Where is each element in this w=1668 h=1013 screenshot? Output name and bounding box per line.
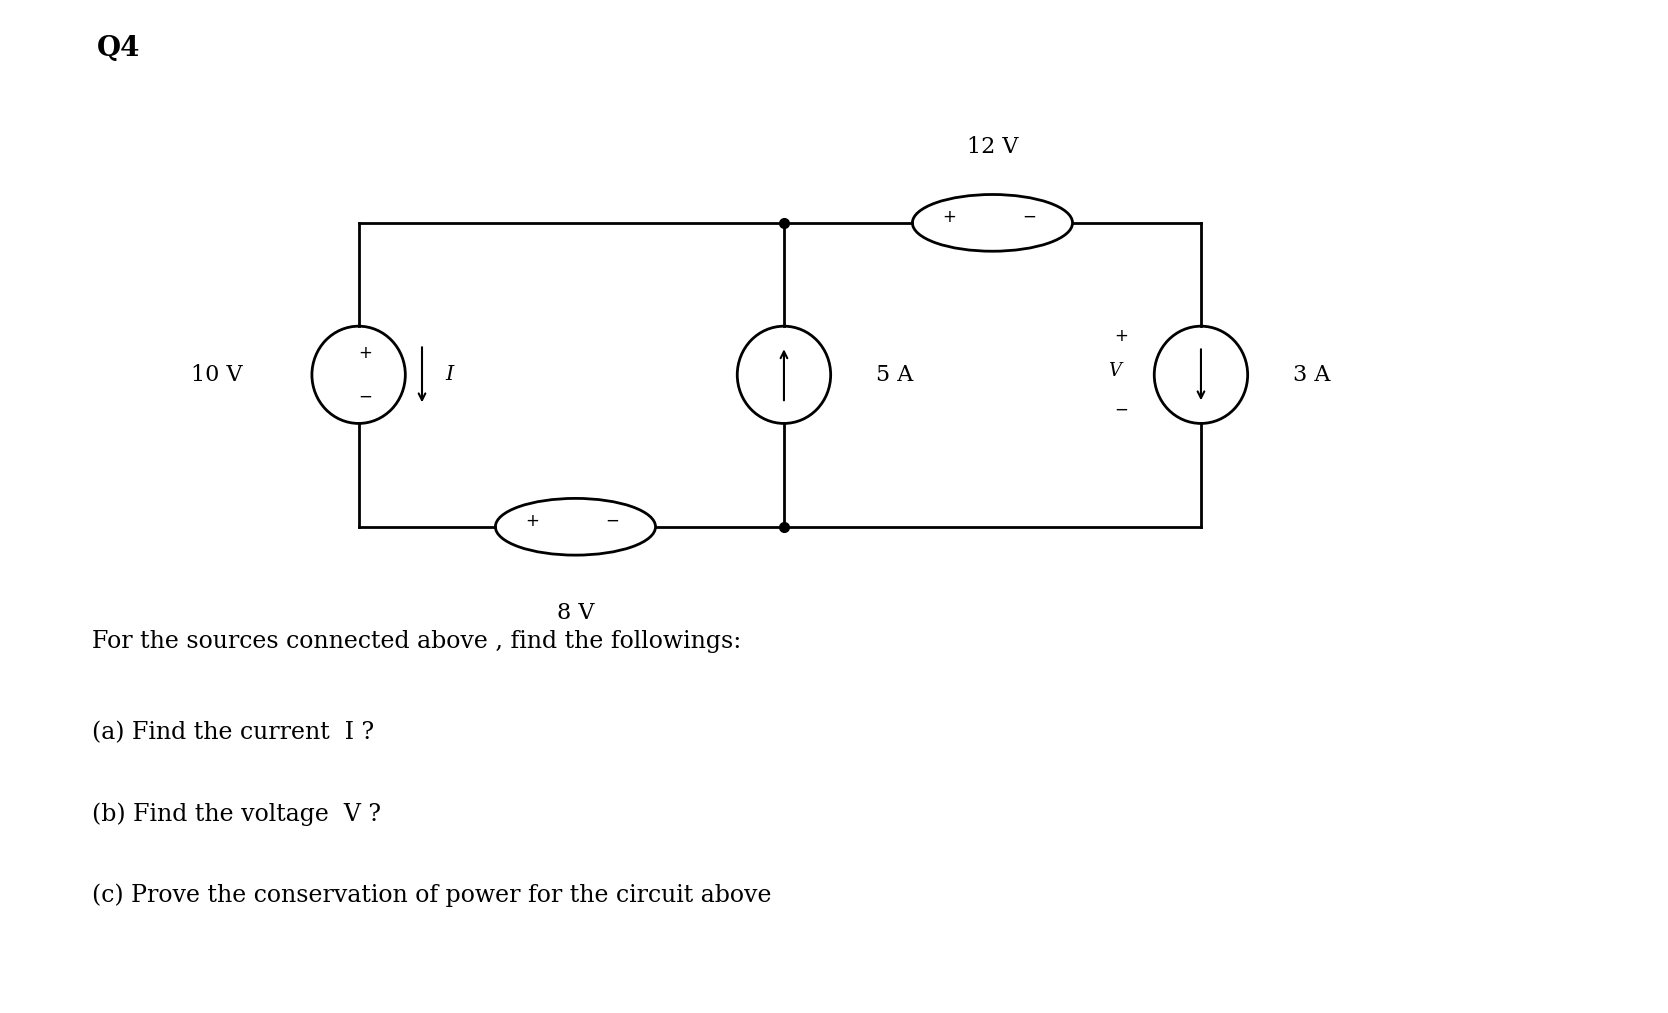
Text: +: + <box>525 512 539 530</box>
Text: −: − <box>605 512 619 530</box>
Text: −: − <box>1114 400 1128 418</box>
Text: 5 A: 5 A <box>876 364 912 386</box>
Text: (b) Find the voltage  V ?: (b) Find the voltage V ? <box>92 802 380 826</box>
Text: −: − <box>1022 208 1036 226</box>
Text: +: + <box>1114 327 1128 345</box>
Text: +: + <box>359 343 372 362</box>
Text: 12 V: 12 V <box>967 136 1017 158</box>
Text: +: + <box>942 208 956 226</box>
Text: For the sources connected above , find the followings:: For the sources connected above , find t… <box>92 630 741 653</box>
Text: (c) Prove the conservation of power for the circuit above: (c) Prove the conservation of power for … <box>92 883 771 907</box>
Text: (a) Find the current  I ?: (a) Find the current I ? <box>92 721 374 745</box>
Text: V: V <box>1108 362 1121 380</box>
Text: −: − <box>359 388 372 406</box>
Text: Q4: Q4 <box>97 35 140 63</box>
Text: 3 A: 3 A <box>1293 364 1329 386</box>
Text: I: I <box>445 366 454 384</box>
Text: 8 V: 8 V <box>557 602 594 624</box>
Text: 10 V: 10 V <box>192 364 242 386</box>
